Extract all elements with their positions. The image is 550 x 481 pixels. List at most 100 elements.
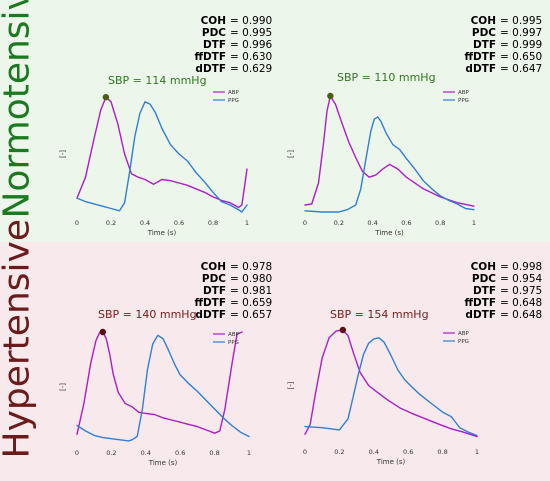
- x-axis-label: Time (s): [147, 229, 177, 237]
- metric-value: = 0.647: [500, 63, 543, 75]
- sbp-marker-dot: [339, 326, 347, 334]
- legend-label-ppg: PPG: [228, 98, 239, 104]
- metric-row: PDC = 0.997: [464, 27, 543, 39]
- sbp-marker-dot: [102, 93, 110, 101]
- metric-row: dDTF = 0.657: [194, 309, 273, 321]
- metrics-panel-2: COH = 0.995 PDC = 0.997 DTF = 0.999 ffDTF = …: [464, 15, 543, 75]
- legend-label-abp: ABP: [458, 331, 470, 337]
- series-line-abp: [76, 331, 243, 435]
- metric-row: dDTF = 0.629: [194, 63, 273, 75]
- x-tick-label: 1: [245, 219, 249, 227]
- metric-row: PDC = 0.954: [464, 273, 543, 285]
- x-tick-label: 0: [303, 219, 307, 227]
- x-tick-label: 0.4: [141, 449, 151, 457]
- sbp-label-4: SBP = 154 mmHg: [330, 308, 429, 321]
- series-line-ppg: [76, 101, 248, 213]
- y-axis-label: [-]: [287, 150, 295, 158]
- metric-key: ffDTF: [194, 51, 226, 63]
- series-line-abp: [76, 96, 248, 209]
- x-tick-label: 0.4: [369, 448, 379, 456]
- metric-value: = 0.995: [500, 15, 543, 27]
- x-tick-label: 0.8: [437, 448, 447, 456]
- metric-key: COH: [470, 15, 496, 27]
- metric-value: = 0.629: [230, 63, 273, 75]
- legend-label-ppg: PPG: [458, 98, 469, 104]
- x-tick-label: 0: [303, 448, 307, 456]
- metric-value: = 0.975: [500, 285, 543, 297]
- x-tick-label: 0.6: [403, 448, 413, 456]
- hypertensive-group-label: Hypertensive: [0, 219, 38, 459]
- x-tick-label: 0.8: [208, 219, 218, 227]
- metric-key: dDTF: [465, 309, 496, 321]
- metric-key: COH: [470, 261, 496, 273]
- x-tick-label: 0.6: [174, 219, 184, 227]
- metric-value: = 0.650: [500, 51, 543, 63]
- x-tick-label: 0: [75, 219, 79, 227]
- chart-panel-3: 0 0.2 0.4 0.6 0.8 1 Time (s) [-] ABP PPG: [59, 328, 251, 467]
- sbp-label-1: SBP = 114 mmHg: [108, 74, 207, 87]
- sbp-marker-dot: [327, 92, 334, 100]
- metric-value: = 0.648: [500, 309, 543, 321]
- x-tick-label: 0.2: [334, 219, 344, 227]
- metric-key: DTF: [472, 39, 496, 51]
- x-axis-label: Time (s): [148, 459, 178, 467]
- metric-key: PDC: [471, 273, 496, 285]
- metric-value: = 0.997: [500, 27, 543, 39]
- series-line-abp: [304, 95, 475, 207]
- metric-key: DTF: [202, 285, 226, 297]
- x-tick-label: 0.8: [435, 219, 445, 227]
- metric-key: DTF: [472, 285, 496, 297]
- x-tick-label: 1: [472, 219, 476, 227]
- x-tick-label: 0.4: [367, 219, 377, 227]
- metric-key: ffDTF: [464, 51, 496, 63]
- metric-value: = 0.659: [230, 297, 273, 309]
- metric-row: dDTF = 0.648: [464, 309, 543, 321]
- normotensive-group-label: Normotensive: [0, 0, 38, 219]
- x-tick-label: 0.2: [334, 448, 344, 456]
- metric-row: COH = 0.995: [464, 15, 543, 27]
- sbp-marker-dot: [99, 328, 106, 336]
- metric-key: dDTF: [465, 63, 496, 75]
- metric-key: PDC: [471, 27, 496, 39]
- metric-key: PDC: [201, 273, 226, 285]
- metric-row: ffDTF = 0.659: [194, 297, 273, 309]
- metric-row: dDTF = 0.647: [464, 63, 543, 75]
- metric-key: COH: [200, 15, 226, 27]
- metric-key: DTF: [202, 39, 226, 51]
- sbp-label-3: SBP = 140 mmHg: [98, 308, 197, 321]
- x-tick-label: 0.6: [175, 449, 185, 457]
- legend-label-abp: ABP: [228, 332, 240, 338]
- metric-row: PDC = 0.980: [194, 273, 272, 285]
- metric-row: DTF = 0.981: [194, 285, 272, 297]
- metric-value: = 0.648: [500, 297, 543, 309]
- metric-row: ffDTF = 0.630: [194, 51, 272, 63]
- metric-key: dDTF: [195, 63, 226, 75]
- metric-value: = 0.998: [500, 261, 543, 273]
- metric-value: = 0.978: [230, 261, 273, 273]
- legend-label-ppg: PPG: [228, 340, 239, 346]
- x-axis-label: Time (s): [374, 229, 404, 237]
- metric-value: = 0.954: [500, 273, 543, 285]
- chart-panel-1: 0 0.2 0.4 0.6 0.8 1 Time (s) [-] ABP PPG: [59, 90, 249, 237]
- metric-row: DTF = 0.975: [464, 285, 543, 297]
- metrics-panel-4: COH = 0.998 PDC = 0.954 DTF = 0.975 ffDTF = …: [464, 261, 543, 321]
- metric-row: DTF = 0.999: [464, 39, 542, 51]
- series-line-ppg: [304, 337, 478, 437]
- sbp-label-2: SBP = 110 mmHg: [337, 71, 436, 84]
- legend-label-abp: ABP: [228, 90, 240, 96]
- metric-row: COH = 0.978: [194, 261, 273, 273]
- metric-row: DTF = 0.996: [194, 39, 272, 51]
- chart-panel-2: 0 0.2 0.4 0.6 0.8 1 Time (s) [-] ABP PPG: [287, 90, 476, 237]
- x-tick-label: 0.6: [401, 219, 411, 227]
- y-axis-label: [-]: [287, 381, 295, 389]
- x-tick-label: 0: [75, 449, 79, 457]
- normotensive-section-background: [0, 0, 550, 242]
- metric-key: COH: [200, 261, 226, 273]
- legend-label-abp: ABP: [458, 90, 470, 96]
- y-axis-label: [-]: [59, 150, 67, 158]
- metric-value: = 0.990: [230, 15, 273, 27]
- metric-value: = 0.657: [230, 309, 273, 321]
- metric-row: ffDTF = 0.648: [464, 297, 543, 309]
- x-tick-label: 0.4: [140, 219, 150, 227]
- metric-value: = 0.995: [230, 27, 273, 39]
